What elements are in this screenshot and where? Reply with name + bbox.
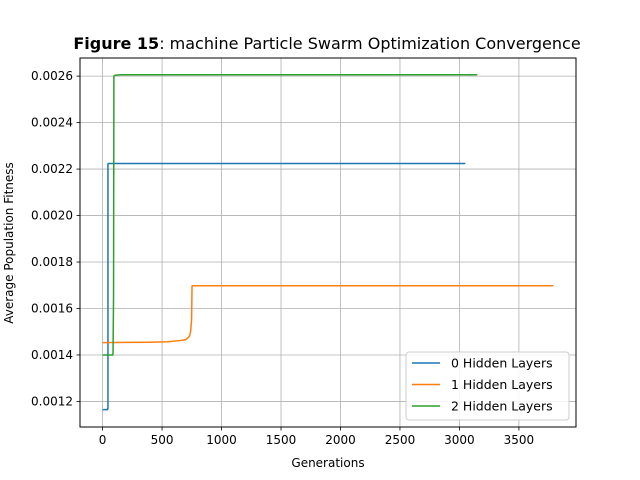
legend-box [405, 351, 570, 421]
x-tick-label: 1000 [206, 433, 237, 447]
y-tick-label: 0.0018 [31, 255, 73, 269]
x-tick-label: 1500 [266, 433, 297, 447]
x-tick-label: 500 [151, 433, 174, 447]
y-tick-label: 0.0014 [31, 348, 73, 362]
plot-frame [79, 57, 577, 428]
y-tick-label: 0.0026 [31, 69, 73, 83]
x-tick-label: 2000 [325, 433, 356, 447]
legend-label-2: 2 Hidden Layers [451, 399, 553, 414]
series-line-2 [102, 73, 478, 356]
x-tick-label: 3500 [504, 433, 535, 447]
x-tick-label: 3000 [444, 433, 475, 447]
x-tick-label: 2500 [385, 433, 416, 447]
legend: 0 Hidden Layers 1 Hidden Layers 2 Hidden L… [405, 351, 570, 421]
legend-label-0: 0 Hidden Layers [451, 356, 553, 371]
y-tick-label: 0.0012 [31, 394, 73, 408]
series-lines [102, 73, 554, 411]
chart-title: Figure 15: machine Particle Swarm Optimi… [73, 34, 580, 53]
y-axis-ticks: 0.0012 0.0014 0.0016 0.0018 0.0020 0.0022 0.00… [31, 69, 80, 408]
x-axis-ticks: 0 500 1000 1500 2000 2500 3000 3500 [99, 427, 534, 447]
x-axis-label: Generations [291, 456, 364, 470]
y-axis-label: Average Population Fitness [2, 162, 16, 324]
x-tick-label: 0 [99, 433, 107, 447]
y-tick-label: 0.0016 [31, 301, 73, 315]
y-tick-label: 0.0020 [31, 209, 73, 223]
series-line-1 [102, 284, 554, 344]
y-tick-label: 0.0024 [31, 116, 73, 130]
chart-title-bold: Figure 15 [73, 34, 159, 53]
y-tick-label: 0.0022 [31, 162, 73, 176]
legend-label-1: 1 Hidden Layers [451, 377, 553, 392]
grid [80, 58, 576, 427]
chart-title-rest: : machine Particle Swarm Optimization Co… [159, 34, 580, 53]
series-line-0 [102, 162, 466, 411]
